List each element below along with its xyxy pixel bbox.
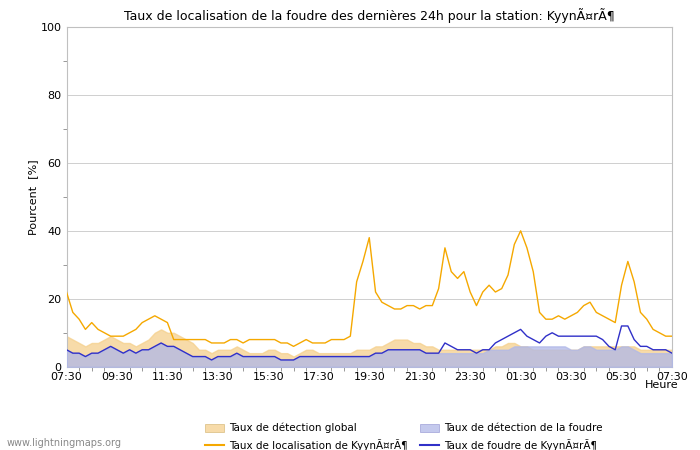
Legend: Taux de détection global, Taux de localisation de KyynÃ¤rÃ¶, Taux de détection d: Taux de détection global, Taux de locali… (205, 423, 603, 450)
Y-axis label: Pourcent  [%]: Pourcent [%] (28, 159, 38, 235)
Text: Heure: Heure (645, 380, 679, 390)
Title: Taux de localisation de la foudre des dernières 24h pour la station: KyynÃ¤rÃ¶: Taux de localisation de la foudre des de… (124, 8, 615, 23)
Text: www.lightningmaps.org: www.lightningmaps.org (7, 438, 122, 448)
